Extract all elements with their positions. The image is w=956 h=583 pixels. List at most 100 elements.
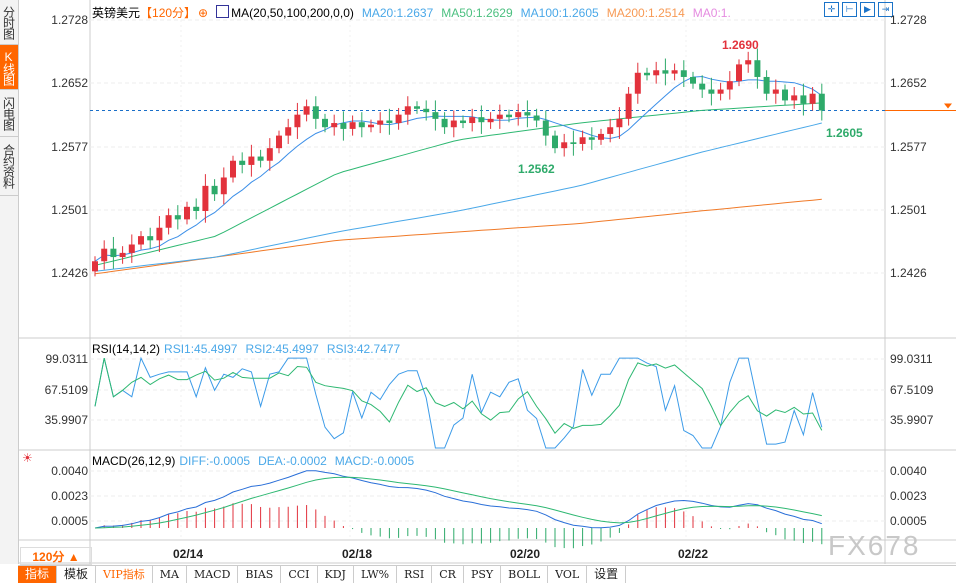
tab-lw[interactable]: LW% — [354, 566, 398, 583]
candle-body — [634, 72, 641, 94]
tab-contract-info[interactable]: 合约资料 — [0, 137, 18, 196]
tab-psy[interactable]: PSY — [464, 566, 502, 583]
tab-cci[interactable]: CCI — [281, 566, 318, 583]
tab-kline[interactable]: K线图 — [0, 45, 18, 90]
exit-icon[interactable]: ⇥ — [878, 2, 893, 17]
candle-body — [736, 64, 742, 82]
ma-params[interactable]: MA(20,50,100,200,0,0) — [231, 6, 354, 20]
price-tick: 1.2577 — [890, 140, 927, 154]
last-label: 1.2605 — [826, 126, 863, 140]
price-tick: 1.2426 — [51, 266, 88, 280]
candle-body — [377, 120, 384, 125]
candle-body — [616, 118, 623, 128]
ma100-line — [94, 122, 822, 272]
ma200-value: MA200:1.2514 — [606, 6, 685, 20]
candle-body — [294, 114, 301, 128]
tab-timeshare[interactable]: 分时图 — [0, 0, 18, 45]
candle-body — [579, 137, 586, 144]
price-tick: 1.2652 — [890, 76, 927, 90]
date-tick: 02/18 — [342, 547, 373, 561]
date-tick: 02/20 — [510, 547, 541, 561]
tab-indicators[interactable]: 指标 — [18, 566, 58, 583]
candle-body — [506, 114, 512, 118]
candle-body — [680, 70, 687, 77]
candle-body — [266, 148, 273, 161]
candle-body — [156, 227, 163, 241]
macd-tick: 0.0040 — [890, 464, 927, 478]
candle-body — [460, 120, 466, 124]
ma20-line — [94, 75, 823, 262]
price-tick: 1.2577 — [51, 140, 88, 154]
candle-body — [671, 70, 678, 74]
candle-body — [708, 89, 715, 94]
tab-cr[interactable]: CR — [432, 566, 464, 583]
tab-kdj[interactable]: KDJ — [318, 566, 354, 583]
play-icon[interactable]: ▶ — [860, 2, 875, 17]
rsi-params[interactable]: RSI(14,14,2) — [92, 342, 161, 356]
rsi1-value: RSI1:45.4997 — [164, 342, 238, 356]
candle-body — [450, 120, 457, 128]
rsi-tick: 99.0311 — [890, 352, 933, 366]
candle-body — [542, 120, 549, 136]
tab-flash[interactable]: 闪电图 — [0, 90, 18, 137]
zoom-range-icon[interactable]: ⊢ — [842, 2, 857, 17]
candle-body — [588, 137, 595, 140]
candle-body — [174, 215, 181, 220]
candle-body — [404, 106, 411, 115]
candle-body — [386, 120, 393, 124]
tab-templates[interactable]: 模板 — [57, 566, 97, 583]
tab-settings[interactable]: 设置 — [587, 566, 627, 583]
candle-body — [340, 123, 347, 129]
candle-body — [625, 93, 632, 119]
indicator-toolbar: 指标 模板 VIP指标 MA MACD BIAS CCI KDJ LW% RSI… — [18, 565, 956, 583]
candle-body — [561, 142, 568, 149]
candle-body — [690, 76, 696, 84]
candle-body — [322, 118, 328, 128]
candle-body — [653, 70, 660, 76]
candle-body — [726, 81, 733, 90]
candle-body — [745, 60, 752, 65]
candle-body — [184, 206, 190, 220]
candle-body — [487, 118, 494, 123]
low-label: 1.2562 — [518, 162, 555, 176]
tab-vip[interactable]: VIP指标 — [96, 566, 153, 583]
add-icon[interactable]: ⊕ — [198, 6, 209, 20]
candle-body — [285, 127, 292, 136]
rsi-tick: 99.0311 — [45, 352, 89, 366]
candle-body — [809, 93, 816, 104]
rsi2-line — [94, 357, 823, 435]
tab-vol[interactable]: VOL — [548, 566, 588, 583]
tab-rsi[interactable]: RSI — [397, 566, 433, 583]
tab-macd[interactable]: MACD — [187, 566, 239, 583]
rsi-tick: 67.5109 — [890, 383, 934, 397]
tab-ma[interactable]: MA — [153, 566, 187, 583]
macd-value: MACD:-0.0005 — [334, 454, 415, 468]
candle-body — [395, 114, 402, 124]
tab-bias[interactable]: BIAS — [238, 566, 282, 583]
rsi-tick: 35.9907 — [44, 413, 88, 427]
macd-params[interactable]: MACD(26,12,9) — [92, 454, 176, 468]
watermark: FX678 — [828, 530, 921, 561]
sun-icon[interactable]: ☀ — [22, 451, 33, 465]
period-selector[interactable]: 120分 ▲ — [20, 547, 92, 565]
candle-body — [257, 156, 264, 161]
candle-body — [717, 89, 724, 94]
price-tick: 1.2728 — [890, 13, 927, 27]
rsi-tick: 67.5109 — [44, 383, 88, 397]
candle-body — [800, 95, 807, 104]
dea-value: DEA:-0.0002 — [258, 454, 327, 468]
candle-body — [533, 115, 540, 121]
candle-body — [754, 60, 761, 77]
candle-body — [524, 112, 531, 116]
candle-body — [441, 118, 448, 128]
price-tick: 1.2501 — [51, 203, 88, 217]
candle-body — [303, 106, 310, 115]
tab-boll[interactable]: BOLL — [501, 566, 549, 583]
ma-icon[interactable] — [216, 5, 230, 18]
rsi1-line — [94, 356, 823, 449]
price-tick: 1.2426 — [890, 266, 927, 280]
crosshair-icon[interactable]: ✛ — [824, 2, 839, 17]
ma0-value: MA0:1. — [692, 6, 731, 20]
candle-body — [570, 142, 577, 144]
